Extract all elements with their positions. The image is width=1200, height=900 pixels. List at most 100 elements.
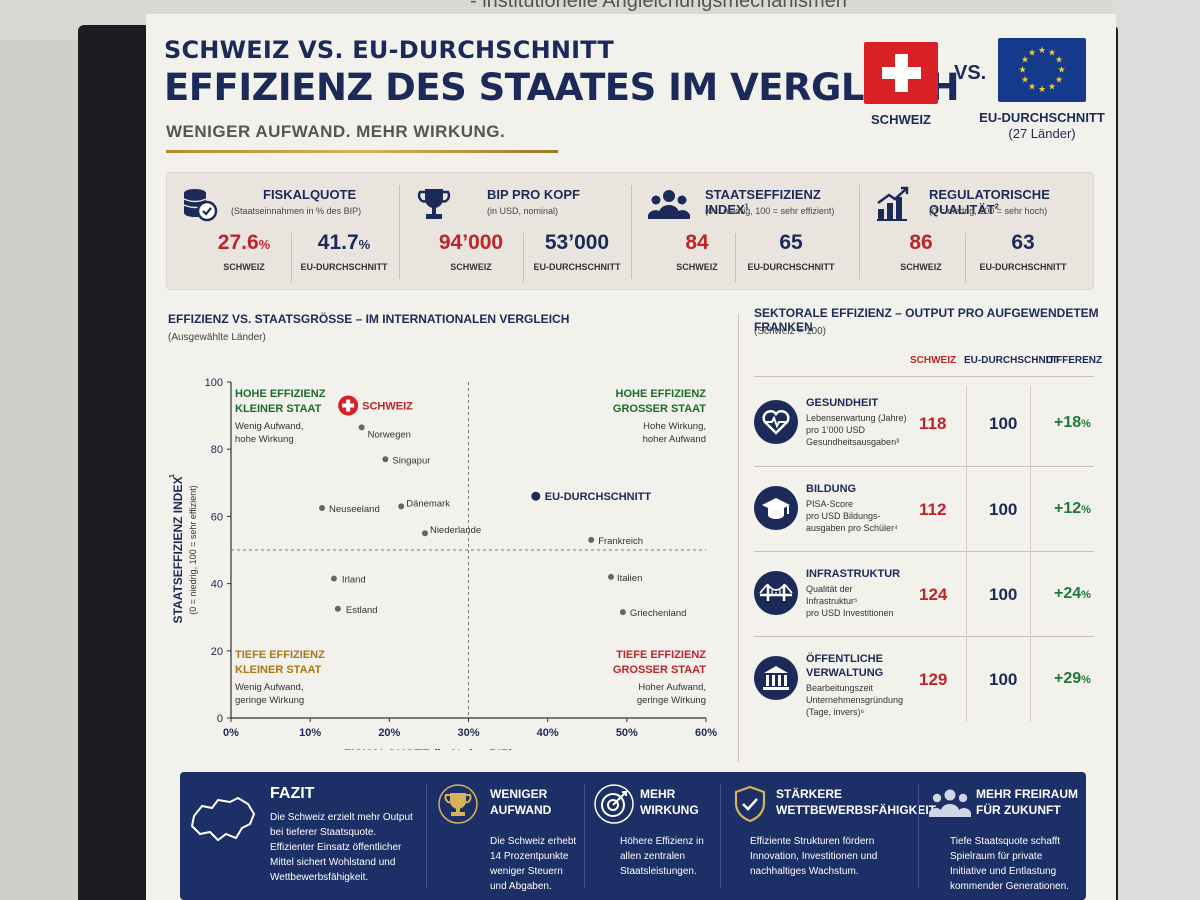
gold-rule (166, 150, 558, 153)
sector-desc-3: ausgaben pro Schüler⁴ (806, 523, 898, 533)
point-label: Dänemark (406, 498, 450, 509)
point-d-nemark (398, 503, 405, 510)
x-tick-label: 40% (537, 727, 559, 739)
quadrant-desc: Hoher Aufwand, (638, 682, 706, 693)
kpi-ch-label: SCHWEIZ (223, 262, 265, 272)
quadrant-desc: geringe Wirkung (235, 695, 304, 706)
coins-check-icon (181, 185, 219, 223)
trophy-icon (415, 185, 453, 223)
y-tick-label: 60 (211, 511, 223, 523)
sector-eu-value: 100 (989, 585, 1018, 604)
point-label: Estland (346, 605, 378, 616)
fazit-item-title: MEHR FREIRAUM FÜR ZUKUNFT (976, 787, 1078, 817)
sector-row-bildung: BILDUNG PISA-Score pro USD Bildungs- aus… (754, 472, 1094, 556)
point-singapur (382, 456, 389, 463)
fazit-item-line: Staatsleistungen. (620, 866, 697, 877)
trophy-icon (438, 784, 478, 829)
svg-text:★: ★ (1021, 55, 1029, 65)
sector-eu-value: 100 (989, 670, 1018, 689)
fazit-item-aufwand: WENIGER AUFWAND Die Schweiz erhebt 14 Pro… (432, 772, 582, 900)
fazit-item-line: 14 Prozentpunkte (490, 851, 569, 862)
kpi-eu-label: EU-DURCHSCHNITT (747, 262, 835, 272)
sector-desc-2: Infrastruktur⁵ (806, 596, 858, 606)
point-label: Norwegen (368, 429, 411, 440)
svg-text:★: ★ (1018, 65, 1026, 75)
quadrant-title: HOHE EFFIZIENZ (235, 388, 326, 400)
fazit-line: bei tieferer Staatsquote. (270, 827, 377, 838)
target-icon (594, 784, 634, 829)
fazit-item-line: Initiative und Entlastung (950, 866, 1057, 877)
point-label: EU-DURCHSCHNITT (545, 491, 652, 503)
flag-label-eu-sub: (27 Länder) (1008, 126, 1076, 141)
flag-label-ch: SCHWEIZ (871, 112, 931, 127)
fazit-item-line: Innovation, Investitionen und (750, 851, 878, 862)
x-axis-label: FISKALQUOTE (in % des BIP) (344, 747, 513, 750)
kpi-eu-label: EU-DURCHSCHNITT (533, 262, 621, 272)
point-label: Frankreich (598, 536, 643, 547)
quadrant-desc: Wenig Aufwand, (235, 421, 303, 432)
infographic-page: SCHWEIZ VS. EU-DURCHSCHNITT EFFIZIENZ DE… (146, 14, 1116, 900)
government-building-icon (754, 656, 798, 700)
bridge-icon (754, 571, 798, 615)
quadrant-title: TIEFE EFFIZIENZ (616, 649, 706, 661)
sector-name: INFRASTRUKTUR (806, 568, 901, 580)
scatter-subtitle: (Ausgewählte Länder) (168, 332, 266, 343)
svg-text:★: ★ (1028, 48, 1036, 58)
point-label: Singapur (392, 455, 430, 466)
point-italien (608, 573, 614, 580)
kpi-ch-value: 94’000 (438, 231, 504, 254)
graduation-cap-icon (754, 486, 798, 530)
kpi-title: FISKALQUOTE (263, 187, 357, 202)
svg-text:★: ★ (1021, 75, 1029, 85)
swiss-cross (342, 403, 355, 408)
sector-diff-value: +29% (1054, 670, 1091, 687)
y-tick-label: 0 (217, 713, 223, 725)
kpi-fiskalquote: FISKALQUOTE (Staatseinnahmen in % des BI… (167, 173, 397, 291)
fazit-item-title: STÄRKERE WETTBEWERBSFÄHIGKEIT (776, 787, 936, 817)
point-label: Italien (617, 573, 642, 584)
point-griechenland (619, 609, 626, 616)
col-header-eu: EU-DURCHSCHNITT (964, 355, 1061, 366)
sector-desc-1: Qualität der (806, 584, 853, 594)
kpi-eu-value: 63 (1011, 231, 1035, 254)
kpi-staatseffizienz: STAATSEFFIZIENZ INDEX1 (0 = niedrig, 100… (633, 173, 857, 291)
background-right (1112, 0, 1200, 900)
point-norwegen (358, 424, 365, 431)
kpi-sub: (Staatseinnahmen in % des BIP) (231, 206, 362, 216)
eu-flag-icon: ★ ★ ★ ★ ★ ★ ★ ★ ★ ★ ★ ★ (998, 38, 1086, 102)
sectors-subtitle: (Schweiz = 100) (754, 326, 826, 337)
kpi-title: STAATSEFFIZIENZ INDEX1 (705, 187, 821, 217)
quadrant-desc: hohe Wirkung (235, 434, 294, 445)
x-tick-label: 60% (695, 727, 717, 739)
y-tick-label: 40 (211, 579, 223, 591)
sector-ch-value: 124 (919, 585, 948, 604)
col-header-diff: DIFFERENZ (1046, 355, 1103, 366)
x-tick-label: 0% (223, 727, 239, 739)
fazit-line: Mittel sichert Wohlstand und (270, 857, 396, 868)
kpi-sub: (in USD, nominal) (487, 206, 559, 216)
point-label: Niederlande (430, 525, 481, 536)
sector-desc-1: PISA-Score (806, 499, 854, 509)
quadrant-desc: hoher Aufwand (643, 434, 706, 445)
fazit-line: Wettbewerbsfähigkeit. (270, 872, 369, 883)
kpi-eu-label: EU-DURCHSCHNITT (300, 262, 388, 272)
y-axis-sublabel: (0 = niedrig, 100 = sehr effizient) (188, 485, 198, 614)
svg-text:★: ★ (1038, 45, 1046, 55)
fazit-item-line: Effiziente Strukturen fördern (750, 836, 875, 847)
fazit-item-wirkung: MEHR WIRKUNG Höhere Effizienz in allen ze… (590, 772, 720, 900)
kpi-ch-value: 27.6% (217, 231, 271, 254)
shield-check-icon (730, 784, 770, 829)
kpi-regulatorische-qualitaet: REGULATORISCHE QUALITÄT2 (0 = niedrig, 1… (861, 173, 1095, 291)
scatter-chart: 0% 10% 20% 30% 40% 50% 60% 0 20 40 60 80 100 FISKALQU… (169, 377, 717, 750)
sector-desc-2: pro 1’000 USD (806, 425, 866, 435)
quadrant-title: TIEFE EFFIZIENZ (235, 649, 325, 661)
quadrant-desc: Wenig Aufwand, (235, 682, 303, 693)
quadrant-title: GROSSER STAAT (613, 664, 706, 676)
point-frankreich (588, 536, 595, 543)
kpi-ch-label: SCHWEIZ (450, 262, 492, 272)
fazit-line: Effizienter Einsatz öffentlicher (270, 842, 402, 853)
svg-text:★: ★ (1057, 65, 1065, 75)
svg-text:★: ★ (1048, 82, 1056, 92)
kpi-bip: BIP PRO KOPF (in USD, nominal) 94’000 SC… (401, 173, 629, 291)
sector-name: GESUNDHEIT (806, 397, 879, 409)
